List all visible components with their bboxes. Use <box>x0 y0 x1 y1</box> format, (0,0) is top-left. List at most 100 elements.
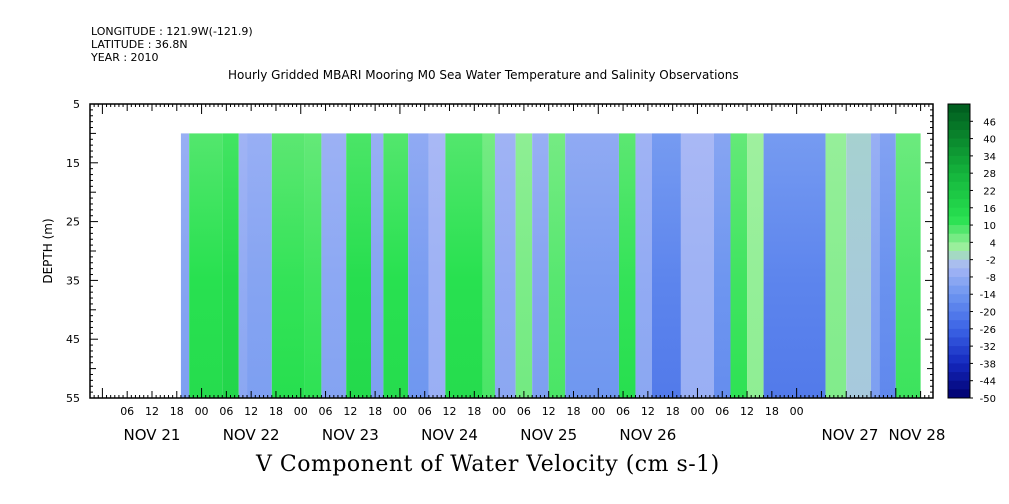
colorbar-frame <box>947 103 971 399</box>
y-tick-label: 45 <box>66 333 80 346</box>
colorbar-swatch <box>948 147 970 157</box>
colorbar-swatch <box>948 268 970 278</box>
colorbar-swatch <box>948 320 970 330</box>
colorbar-swatch <box>948 181 970 191</box>
heatmap-band <box>618 133 636 398</box>
colorbar-label: 40 <box>983 135 996 146</box>
colorbar-swatch <box>948 363 970 373</box>
colorbar-swatch <box>948 207 970 217</box>
longitude-label: LONGITUDE : 121.9W(-121.9) <box>91 25 253 38</box>
colorbar-swatch <box>948 251 970 261</box>
colorbar-swatch <box>948 294 970 304</box>
heatmap-band <box>408 133 429 398</box>
colorbar-swatch <box>948 276 970 287</box>
colorbar-swatch <box>948 173 970 183</box>
x-tick-label: 18 <box>566 405 580 418</box>
colorbar-label: 28 <box>983 169 996 180</box>
heatmap-band <box>383 133 409 398</box>
colorbar: 46 40 34 28 22 16 10 4 -2 -8 -14 -20 -26 -32 -38 -44 -50 <box>947 103 996 405</box>
colorbar-swatch <box>948 302 970 313</box>
x-tick-label: 00 <box>393 405 407 418</box>
colorbar-swatch <box>948 112 970 122</box>
colorbar-label: 4 <box>990 238 996 249</box>
x-tick-label: 00 <box>690 405 704 418</box>
x-tick-label: 18 <box>269 405 283 418</box>
colorbar-label: -8 <box>986 273 996 284</box>
colorbar-label: -2 <box>986 256 996 267</box>
x-tick-label: 18 <box>170 405 184 418</box>
colorbar-swatch <box>948 233 970 243</box>
colorbar-label: 10 <box>983 221 996 232</box>
y-tick-label: 15 <box>66 157 80 170</box>
heatmap-band <box>371 133 384 398</box>
heatmap-band <box>895 133 921 398</box>
heatmap-band <box>565 133 619 398</box>
colorbar-swatch <box>948 372 970 382</box>
heatmap-band <box>482 133 495 398</box>
colorbar-swatch <box>948 285 970 295</box>
colorbar-label: 22 <box>983 186 996 197</box>
y-tick-label: 5 <box>73 98 80 111</box>
colorbar-swatch <box>948 389 970 399</box>
x-tick-label: 00 <box>294 405 308 418</box>
heatmap-band <box>730 133 748 398</box>
x-tick-label: 12 <box>542 405 556 418</box>
x-day-label: NOV 22 <box>223 426 280 444</box>
x-tick-label: 12 <box>343 405 357 418</box>
heatmap-band <box>321 133 347 398</box>
colorbar-swatch <box>948 328 970 338</box>
x-day-label: NOV 25 <box>520 426 577 444</box>
colorbar-label: -38 <box>980 359 996 370</box>
heatmap-band <box>532 133 549 398</box>
heatmap-band <box>222 133 239 398</box>
chart-title: Hourly Gridded MBARI Mooring M0 Sea Wate… <box>228 68 739 82</box>
heatmap-band <box>428 133 446 398</box>
x-tick-label: 18 <box>666 405 680 418</box>
heatmap-band <box>189 133 223 398</box>
colorbar-swatch <box>948 259 970 269</box>
colorbar-label: 46 <box>983 117 996 128</box>
heatmap-band <box>871 133 880 398</box>
heatmap-band <box>825 133 847 398</box>
heatmap-band <box>713 133 731 398</box>
heatmap-band <box>494 133 516 398</box>
colorbar-swatch <box>948 155 970 166</box>
x-tick-label: 00 <box>195 405 209 418</box>
colorbar-swatch <box>948 380 970 390</box>
x-day-label: NOV 23 <box>322 426 379 444</box>
x-tick-label: 06 <box>120 405 134 418</box>
colorbar-swatch <box>948 216 970 226</box>
heatmap-band <box>635 133 652 398</box>
colorbar-swatch <box>948 337 970 347</box>
x-axis: 06 12 18 00 06 12 18 00 06 12 18 00 06 12 18 00 06 12 18 00… <box>89 104 945 444</box>
year-label: YEAR : 2010 <box>91 51 159 64</box>
latitude-label: LATITUDE : 36.8N <box>91 38 188 51</box>
colorbar-label: -44 <box>980 377 996 388</box>
x-tick-label: 06 <box>219 405 233 418</box>
colorbar-label: 34 <box>983 152 996 163</box>
colorbar-label: 16 <box>983 204 996 215</box>
x-tick-label: 12 <box>145 405 159 418</box>
x-tick-label: 00 <box>591 405 605 418</box>
x-day-label: NOV 27 <box>822 426 879 444</box>
heatmap-band <box>515 133 533 398</box>
x-tick-label: 12 <box>641 405 655 418</box>
colorbar-label: -50 <box>980 394 996 405</box>
x-day-label: NOV 26 <box>619 426 676 444</box>
x-day-label: NOV 24 <box>421 426 478 444</box>
colorbar-swatch <box>948 225 970 235</box>
x-tick-label: 06 <box>517 405 531 418</box>
colorbar-swatch <box>948 138 970 148</box>
y-axis: 5 15 25 35 45 55 <box>66 98 933 405</box>
x-tick-label: 06 <box>418 405 432 418</box>
heatmap-band <box>271 133 305 398</box>
heatmap-band <box>445 133 483 398</box>
heatmap-band <box>247 133 272 398</box>
x-tick-label: 18 <box>765 405 779 418</box>
colorbar-swatch <box>948 242 970 252</box>
heatmap-band <box>747 133 764 398</box>
colorbar-swatch <box>948 199 970 209</box>
y-tick-label: 55 <box>66 392 80 405</box>
colorbar-swatch <box>948 104 970 114</box>
colorbar-label: -14 <box>980 290 996 301</box>
